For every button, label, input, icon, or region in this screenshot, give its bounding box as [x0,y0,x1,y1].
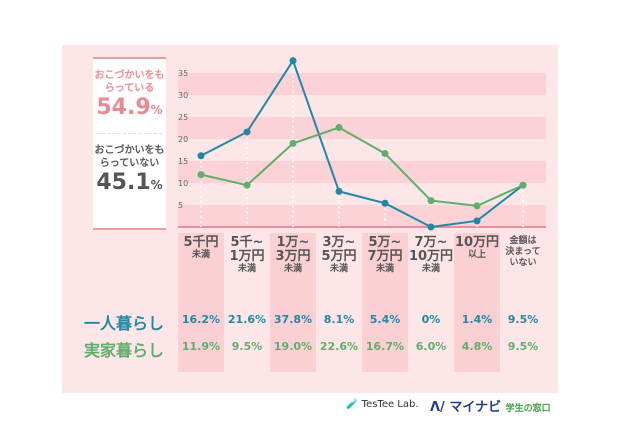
data-point [289,139,297,147]
y-tick-label: 25 [178,113,188,122]
data-label: 22.6% [319,340,359,353]
category-line: 1万円 [229,249,265,264]
footer [62,393,558,421]
series-label-family: 実家暮らし [84,341,165,360]
category-line: 1万~ [276,235,310,250]
column-shade [454,233,500,372]
x-tick-label: 金額は 決まって いない [500,236,546,269]
summary-box: おこづかいをもらっている 54.9% おこづかいをもらっていない 45.1% [93,57,166,230]
data-label: 9.5% [507,313,539,326]
data-point [335,124,343,132]
grid-band [178,205,546,227]
y-tick-label: 10 [178,179,188,188]
data-point [381,199,389,207]
x-tick-label: 3万~ 5万円 未満 [316,236,362,275]
category-line: 未満 [421,264,440,274]
data-point [289,57,297,65]
category-line: 5万~ [368,235,402,250]
category-line: 未満 [191,250,210,260]
data-point [519,181,527,189]
data-label: 9.5% [507,340,539,353]
data-point [243,181,251,189]
data-label: 16.7% [365,340,405,353]
category-line: 金額は [509,236,537,246]
receiving-label: おこづかいをもらっている [94,70,165,94]
x-tick-label: 10万円 以上 [454,236,500,261]
category-line: 未満 [375,264,394,274]
not-receiving-value: 45.1% [96,170,163,195]
y-tick-label: 5 [178,201,183,210]
series-line-0 [200,58,524,229]
data-label: 6.0% [415,340,447,353]
data-label: 9.5% [231,340,263,353]
data-label: 21.6% [227,313,267,326]
data-label: 5.4% [369,313,401,326]
column-shade [178,233,224,372]
y-tick-label: 15 [178,157,188,166]
x-tick-label: 5千円 未満 [178,236,224,261]
data-label: 4.8% [461,340,493,353]
category-line: 10万円 [454,235,500,250]
category-line: 5千~ [230,235,264,250]
data-point [427,223,435,231]
mynavi-logo: Ʌ/ マイナビ 学生の窓口 [430,400,551,415]
data-label: 11.9% [181,340,221,353]
data-label: 1.4% [461,313,493,326]
y-tick-label: 20 [178,135,188,144]
data-label: 37.8% [273,313,313,326]
x-tick-label: 5万~ 7万円 未満 [362,236,408,275]
data-point [473,202,481,210]
category-line: 7万~ [414,235,448,250]
y-tick-label: 35 [178,69,188,78]
x-tick-label: 1万~ 3万円 未満 [270,236,316,275]
column-shade [270,233,316,372]
grid-band [178,161,546,183]
data-label: 8.1% [323,313,355,326]
category-line: 決まって [505,247,541,257]
category-line: 未満 [329,264,348,274]
data-point [473,217,481,225]
category-line: 5万円 [321,249,357,264]
category-line: 未満 [237,264,256,274]
grid-band [178,117,546,139]
data-point [381,150,389,158]
category-line: 3万円 [275,249,311,264]
category-line: 以上 [467,250,486,260]
grid-band [178,73,546,95]
data-point [197,171,205,179]
category-line: いない [509,258,537,268]
data-point [335,187,343,195]
data-label: 16.2% [181,313,221,326]
category-line: 5千円 [183,235,219,250]
data-label: 19.0% [273,340,313,353]
testee-logo: 🧪 TesTee Lab. [346,399,419,410]
y-tick-label: 30 [178,91,188,100]
data-point [427,197,435,205]
column-shade [362,233,408,372]
not-receiving-label: おこづかいをもらっていない [94,145,165,169]
category-line: 10万円 [408,249,454,264]
category-line: 未満 [283,264,302,274]
x-tick-label: 5千~ 1万円 未満 [224,236,270,275]
x-tick-label: 7万~ 10万円 未満 [408,236,454,275]
category-line: 3万~ [322,235,356,250]
category-line: 7万円 [367,249,403,264]
series-label-alone: 一人暮らし [84,314,165,333]
series-line-1 [200,126,524,207]
data-point [197,152,205,160]
data-point [243,128,251,136]
data-label: 0% [421,313,441,326]
receiving-value: 54.9% [96,95,163,120]
